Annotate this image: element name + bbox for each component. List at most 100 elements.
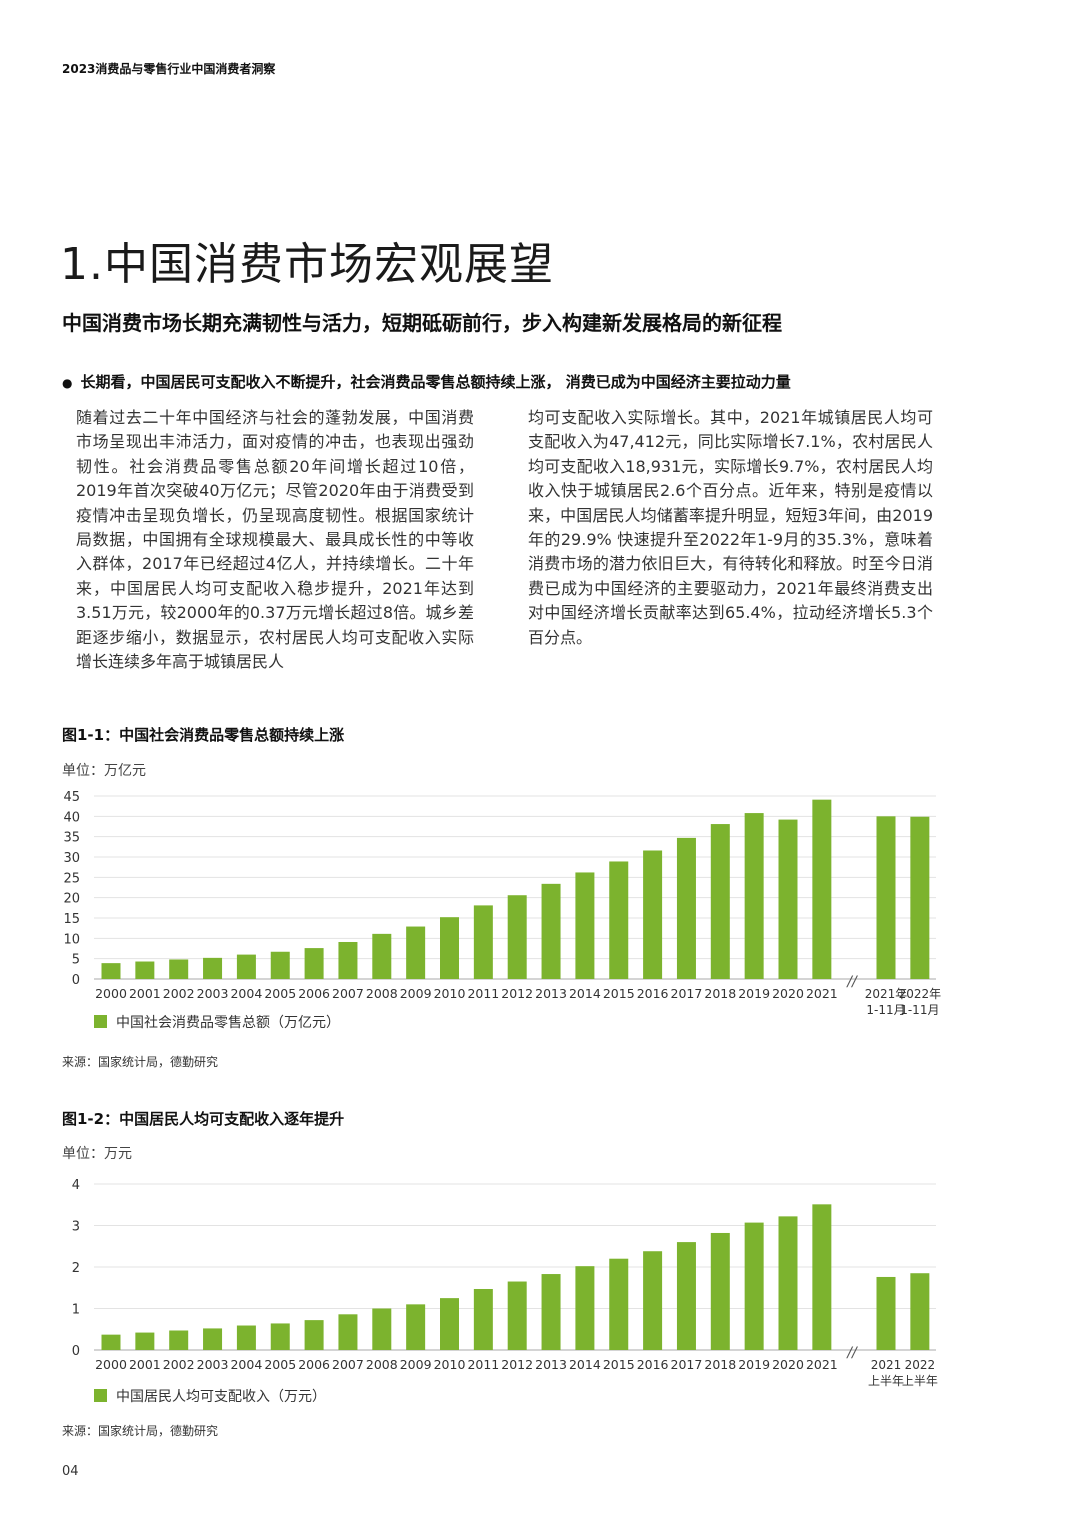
chart2-extra-bar <box>910 1273 930 1350</box>
chart1-x-tick-label: 2013 <box>535 986 567 1001</box>
figure-1-title: 图1-1：中国社会消费品零售总额持续上涨 <box>62 726 345 744</box>
chart1-x-tick-label: 2000 <box>95 986 127 1001</box>
chart2-x-tick-label: 2012 <box>501 1357 533 1372</box>
chart1-y-tick-label: 35 <box>63 831 80 846</box>
chart2-x-tick-label: 2021 <box>806 1357 838 1372</box>
chart2-x-tick-label: 2003 <box>197 1357 229 1372</box>
chart1-y-tick-label: 0 <box>72 973 80 988</box>
chart1-x-tick-label: 2017 <box>671 986 703 1001</box>
figure-1-unit: 单位：万亿元 <box>62 763 146 779</box>
figure-1-source: 来源：国家统计局，德勤研究 <box>62 1055 219 1069</box>
chart1-extra-x-tick-label: 2022年 <box>899 987 942 1001</box>
chart1-bar <box>440 917 459 979</box>
figure-2-unit: 单位：万元 <box>62 1146 132 1162</box>
chart2-x-tick-label: 2005 <box>264 1357 296 1372</box>
chart2-bar <box>643 1251 663 1350</box>
chart1-bar <box>575 872 595 979</box>
chart2-y-tick-label: 4 <box>72 1178 80 1193</box>
chart1-bar <box>710 824 730 979</box>
chart1-bar <box>676 837 696 979</box>
chart1-x-tick-label: 2021 <box>806 986 838 1001</box>
chart2-x-tick-label: 2006 <box>298 1357 330 1372</box>
chart1-x-tick-label: 2016 <box>637 986 669 1001</box>
chart2-axis-break-mark: // <box>845 1345 858 1361</box>
chart1-x-tick-label: 2007 <box>332 986 364 1001</box>
chart2-bar <box>507 1281 527 1350</box>
chart1-bar <box>507 895 527 979</box>
chart2-x-tick-label: 2014 <box>569 1357 601 1372</box>
chart2-y-tick-label: 2 <box>72 1261 80 1276</box>
chart1-extra-x-tick-label: 1-11月 <box>866 1003 905 1017</box>
chart2-bar <box>575 1266 595 1350</box>
chart1-bar <box>169 959 189 979</box>
chart1-bar <box>372 933 392 979</box>
chart1-y-tick-label: 45 <box>63 790 80 805</box>
chart1-bar <box>135 961 155 979</box>
chart1-x-tick-label: 2015 <box>603 986 635 1001</box>
chart1-x-tick-label: 2002 <box>163 986 195 1001</box>
chart2-bar <box>676 1242 696 1350</box>
chart2-bar <box>406 1304 426 1350</box>
chart1-bar <box>406 926 426 979</box>
page-number: 04 <box>62 1464 79 1479</box>
chart1-bar <box>270 951 290 979</box>
chart1-bar <box>203 957 223 979</box>
chart1-y-tick-label: 5 <box>72 953 80 968</box>
chart1-bar <box>473 905 493 979</box>
chart1-axis-break-mark: // <box>845 974 858 990</box>
chart2-extra-x-tick-label: 上半年 <box>902 1374 938 1388</box>
chart2-bar <box>101 1334 121 1350</box>
chart1-y-tick-label: 10 <box>63 932 80 947</box>
chart1-legend-label: 中国社会消费品零售总额（万亿元） <box>116 1015 340 1031</box>
bullet-icon: ● <box>62 376 73 390</box>
chart2-extra-bar <box>876 1276 896 1350</box>
chart1-x-tick-label: 2008 <box>366 986 398 1001</box>
chart2-x-tick-label: 2002 <box>163 1357 195 1372</box>
chart2-y-tick-label: 3 <box>72 1220 80 1235</box>
section-title: 1.中国消费市场宏观展望 <box>60 239 554 290</box>
chart1-x-tick-label: 2011 <box>467 986 499 1001</box>
chart1-y-tick-label: 25 <box>63 871 80 886</box>
body-text-column-1: 随着过去二十年中国经济与社会的蓬勃发展，中国消费市场呈现出丰沛活力，面对疫情的冲… <box>76 408 474 672</box>
bullet-point: ● 长期看，中国居民可支配收入不断提升，社会消费品零售总额持续上涨， 消费已成为中… <box>62 371 791 392</box>
chart2-x-tick-label: 2018 <box>704 1357 736 1372</box>
figure-2-source: 来源：国家统计局，德勤研究 <box>62 1424 219 1438</box>
chart2-x-tick-label: 2011 <box>467 1357 499 1372</box>
chart2-x-tick-label: 2013 <box>535 1357 567 1372</box>
chart2-bar <box>236 1325 256 1350</box>
chart1-x-tick-label: 2020 <box>772 986 804 1001</box>
chart1-bar <box>541 883 561 979</box>
figure-2-title: 图1-2：中国居民人均可支配收入逐年提升 <box>62 1110 345 1128</box>
chart2-bar <box>304 1320 324 1350</box>
section-subtitle: 中国消费市场长期充满韧性与活力，短期砥砺前行，步入构建新发展格局的新征程 <box>62 311 782 335</box>
chart2-x-tick-label: 2007 <box>332 1357 364 1372</box>
chart1-y-tick-label: 15 <box>63 912 80 927</box>
chart1-bar <box>778 819 798 979</box>
chart2-legend-swatch <box>94 1389 107 1402</box>
chart1-x-tick-label: 2010 <box>434 986 466 1001</box>
body-text-column-2: 均可支配收入实际增长。其中，2021年城镇居民人均可支配收入为47,412元，同… <box>528 408 933 647</box>
chart1-x-tick-label: 2012 <box>501 986 533 1001</box>
chart1-legend-swatch <box>94 1015 107 1028</box>
chart2-legend-label: 中国居民人均可支配收入（万元） <box>116 1389 326 1405</box>
chart2-bar <box>609 1258 629 1350</box>
chart1-extra-x-tick-label: 1-11月 <box>900 1003 939 1017</box>
chart1-bar <box>609 861 629 979</box>
chart2-bar <box>135 1332 155 1350</box>
chart1-x-tick-label: 2018 <box>704 986 736 1001</box>
chart2-y-tick-label: 0 <box>72 1344 80 1359</box>
chart1-x-tick-label: 2005 <box>264 986 296 1001</box>
chart2-bar <box>473 1288 493 1350</box>
chart2-x-tick-label: 2016 <box>637 1357 669 1372</box>
chart2-x-tick-label: 2004 <box>230 1357 262 1372</box>
chart2-bar <box>372 1308 392 1350</box>
chart1-bar <box>101 963 121 979</box>
bullet-text: 长期看，中国居民可支配收入不断提升，社会消费品零售总额持续上涨， 消费已成为中国… <box>80 373 791 391</box>
chart1-x-tick-label: 2001 <box>129 986 161 1001</box>
chart2-extra-x-tick-label: 2021 <box>871 1358 902 1372</box>
chart1-extra-bar <box>910 816 930 979</box>
chart2-x-tick-label: 2017 <box>671 1357 703 1372</box>
chart2-y-tick-label: 1 <box>72 1303 80 1318</box>
chart2-x-tick-label: 2000 <box>95 1357 127 1372</box>
chart2-x-tick-label: 2015 <box>603 1357 635 1372</box>
